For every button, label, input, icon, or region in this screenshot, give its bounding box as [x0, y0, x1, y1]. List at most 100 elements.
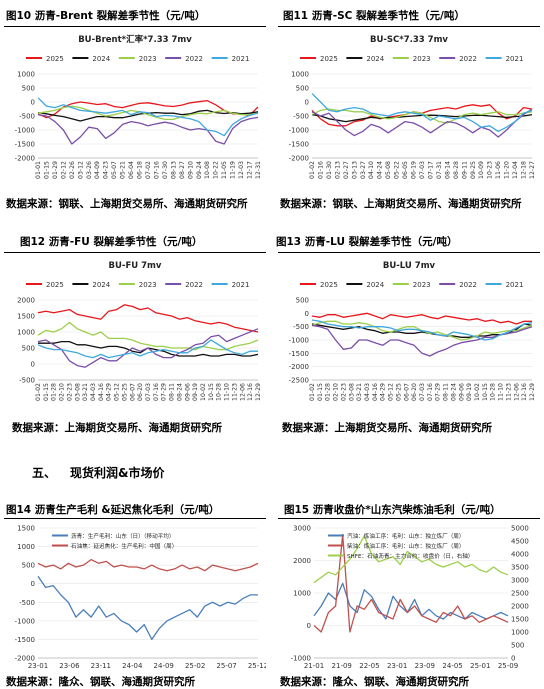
x-tick-label: 07-03 — [145, 383, 152, 401]
figure-15-rule — [278, 518, 540, 519]
series-line-2 — [313, 535, 509, 584]
y-tick-label: 0 — [31, 580, 35, 588]
x-tick-label: 04-24 — [377, 161, 384, 179]
figure-11-title: 图11 沥青-SC 裂解差季节性（元/吨） — [283, 10, 465, 22]
x-tick-label: 05-12 — [388, 383, 395, 401]
legend-label: SHFE：石油沥青：主力合约：收盘价（日，右轴） — [347, 552, 473, 560]
legend-label-2022: 2022 — [185, 281, 203, 289]
y-tick-label: 1000 — [17, 71, 35, 79]
figure-12-rule — [4, 252, 266, 253]
chart-bu-brent: BU-Brent*汇率*7.33 7mv 2025 2024 2023 2022 2021… — [4, 28, 266, 192]
x-tick-label: 23-01 — [387, 662, 407, 670]
chart-title: BU-Brent*汇率*7.33 7mv — [78, 34, 192, 45]
x-tick-label: 11-06 — [495, 161, 502, 179]
section-heading: 五、 现货利润&市场价 — [32, 464, 164, 481]
y2-tick-label: 3500 — [511, 564, 529, 572]
x-tick-label: 06-05 — [402, 161, 409, 179]
y-tick-label: -500 — [19, 377, 35, 385]
legend-label-2025: 2025 — [46, 55, 64, 63]
chart-bu-sc-svg: BU-SC*7.33 7mv 2025 2024 2023 2022 2021 1000 50… — [289, 35, 536, 179]
section-number: 五、 — [32, 466, 57, 480]
x-tick-label: 10-28 — [490, 383, 497, 401]
x-tick-label: 10-15 — [482, 383, 489, 401]
y-tick-label: 0 — [305, 99, 309, 107]
x-tick-label: 01-02 — [309, 383, 316, 401]
y-tick-label: -1500 — [15, 141, 35, 149]
x-tick-label: 01-01 — [35, 161, 42, 179]
series-line-4 — [311, 319, 533, 341]
x-tick-label: 23-01 — [28, 662, 48, 670]
x-tick-label: 12-04 — [512, 161, 519, 179]
x-tick-label: 04-29 — [106, 383, 113, 401]
x-tick-label: 12-27 — [529, 161, 536, 179]
y-tick-label: -1000 — [15, 127, 35, 135]
x-tick-label: 21-01 — [304, 662, 324, 670]
y-tick-label: -1000 — [291, 655, 311, 663]
chart-bu-lu-svg: BU-LU 7mv 2025 2024 2023 2022 2021 500 0 -500 -10… — [289, 261, 536, 401]
series-line-1 — [311, 323, 533, 338]
y2-tick-label: 4000 — [511, 551, 529, 559]
x-tick-label: 04-16 — [98, 383, 105, 401]
y-tick-label: -2500 — [289, 377, 309, 385]
x-tick-label: 05-08 — [385, 161, 392, 179]
x-tick-label: 05-12 — [114, 383, 121, 401]
x-tick-label: 12-16 — [521, 383, 528, 401]
chart-title: BU-FU 7mv — [109, 261, 162, 271]
figure-10-title: 图10 沥青-Brent 裂解差季节性（元/吨） — [6, 10, 206, 22]
x-tick-label: 03-27 — [360, 161, 367, 179]
y-tick-label: 1500 — [17, 313, 35, 321]
figure-11-source: 数据来源：钢联、上海期货交易所、海通期货研究所 — [280, 198, 522, 210]
x-tick-label: 09-11 — [461, 161, 468, 179]
legend-label-2023: 2023 — [139, 281, 157, 289]
legend-label-2023: 2023 — [139, 55, 157, 63]
x-tick-label: 06-07 — [403, 383, 410, 401]
x-tick-label: 06-20 — [411, 383, 418, 401]
x-tick-label: 11-20 — [504, 161, 511, 179]
chart-production-margin: 1500 1000 500 0 -500 -1000 -1500 -2000 23-01 23-0… — [4, 520, 269, 672]
x-tick-label: 02-12 — [60, 161, 67, 179]
series-line-4 — [311, 93, 533, 133]
x-tick-label: 08-27 — [179, 161, 186, 179]
x-tick-label: 07-31 — [436, 161, 443, 179]
x-tick-label: 25-01 — [470, 662, 490, 670]
x-tick-label: 12-29 — [255, 383, 262, 401]
series-line-3 — [37, 113, 259, 145]
x-tick-label: 02-23 — [340, 383, 347, 401]
x-tick-label: 07-03 — [419, 383, 426, 401]
x-tick-label: 24-09 — [154, 662, 174, 670]
figure-14-rule — [4, 518, 266, 519]
x-tick-label: 08-11 — [169, 383, 176, 401]
x-tick-label: 04-10 — [368, 161, 375, 179]
y-tick-label: 500 — [22, 562, 35, 570]
x-tick-label: 09-19 — [466, 383, 473, 401]
y2-tick-label: 1000 — [511, 629, 529, 637]
x-tick-label: 01-02 — [35, 383, 42, 401]
legend-label-2025: 2025 — [46, 281, 64, 289]
y-tick-label: 3000 — [293, 525, 311, 533]
x-tick-label: 10-08 — [204, 161, 211, 179]
series-line-0 — [37, 304, 259, 333]
y2-tick-label: 0 — [511, 655, 515, 663]
chart-bu-sc: BU-SC*7.33 7mv 2025 2024 2023 2022 2021 1000 50… — [278, 28, 540, 192]
x-tick-label: 01-28 — [325, 383, 332, 401]
y2-tick-label: 3000 — [511, 577, 529, 585]
x-tick-label: 11-23 — [231, 383, 238, 401]
x-tick-label: 23-09 — [415, 662, 435, 670]
legend-label-2023: 2023 — [413, 55, 431, 63]
x-tick-label: 12-16 — [247, 383, 254, 401]
x-tick-label: 01-29 — [52, 161, 59, 179]
series-line-2 — [37, 105, 259, 121]
y-tick-label: 2000 — [293, 557, 311, 565]
legend-label-2021: 2021 — [232, 281, 250, 289]
x-tick-label: 03-26 — [86, 161, 93, 179]
y-tick-label: 0 — [307, 622, 311, 630]
x-tick-label: 08-24 — [176, 383, 183, 401]
series-line-4 — [37, 97, 259, 137]
y-tick-label: -1000 — [15, 617, 35, 625]
figure-14-source: 数据来源：隆众、钢联、海通期货研究所 — [6, 676, 195, 688]
y-tick-label: 2000 — [17, 297, 35, 305]
y2-tick-label: 5000 — [511, 525, 529, 533]
x-tick-label: 02-23 — [66, 383, 73, 401]
series-line-1 — [311, 113, 533, 123]
x-tick-label: 11-10 — [224, 383, 231, 401]
